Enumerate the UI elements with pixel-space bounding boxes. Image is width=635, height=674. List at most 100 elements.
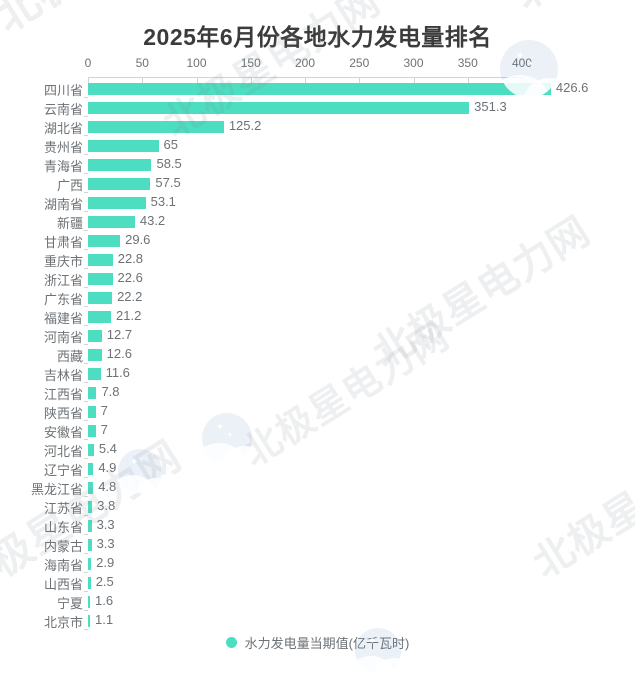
- bar[interactable]: [88, 558, 92, 570]
- bar-row[interactable]: 黑龙江省 4.8: [0, 478, 635, 497]
- bar[interactable]: [88, 349, 102, 361]
- bar[interactable]: [88, 254, 113, 266]
- bar-row[interactable]: 吉林省 11.6: [0, 364, 635, 383]
- category-label: 内蒙古: [43, 539, 83, 554]
- bar-row[interactable]: 重庆市 22.8: [0, 250, 635, 269]
- bar-row[interactable]: 贵州省 65: [0, 136, 635, 155]
- bar[interactable]: [88, 444, 94, 456]
- bar-row[interactable]: 宁夏 1.6: [0, 592, 635, 611]
- category-label: 河北省: [43, 444, 83, 459]
- bar[interactable]: [88, 330, 102, 342]
- bar-row[interactable]: 河南省 12.7: [0, 326, 635, 345]
- bar[interactable]: [88, 311, 111, 323]
- bar-row[interactable]: 江西省 7.8: [0, 383, 635, 402]
- x-axis-tick-label: 150: [240, 56, 261, 70]
- x-axis-tick-label: 250: [349, 56, 370, 70]
- category-label: 陕西省: [43, 406, 83, 421]
- bar-row[interactable]: 四川省 426.6: [0, 79, 635, 98]
- category-tick: [84, 553, 88, 554]
- bar[interactable]: [88, 406, 96, 418]
- category-tick: [84, 401, 88, 402]
- x-axis-tick-label: 300: [403, 56, 424, 70]
- x-axis-tick-label: 0: [84, 56, 92, 70]
- bar-row[interactable]: 甘肃省 29.6: [0, 231, 635, 250]
- bar[interactable]: [88, 273, 113, 285]
- bar-value-label: 3.8: [97, 498, 116, 513]
- category-tick: [84, 173, 88, 174]
- category-label: 江西省: [43, 387, 83, 402]
- bar-value-label: 7.8: [101, 384, 120, 399]
- category-label: 黑龙江省: [30, 482, 83, 497]
- bar[interactable]: [88, 596, 90, 608]
- bar-row[interactable]: 西藏 12.6: [0, 345, 635, 364]
- category-label: 海南省: [43, 558, 83, 573]
- bar-row[interactable]: 云南省 351.3: [0, 98, 635, 117]
- category-label: 江苏省: [43, 501, 83, 516]
- bar-row[interactable]: 山西省 2.5: [0, 573, 635, 592]
- bar[interactable]: [88, 368, 101, 380]
- bar-value-label: 29.6: [125, 232, 151, 247]
- bar[interactable]: [88, 539, 92, 551]
- bar[interactable]: [88, 159, 152, 171]
- bar[interactable]: [88, 178, 151, 190]
- bar[interactable]: [88, 520, 92, 532]
- bar[interactable]: [88, 83, 551, 95]
- bar-value-label: 22.6: [117, 270, 143, 285]
- bar-row[interactable]: 江苏省 3.8: [0, 497, 635, 516]
- bar-row[interactable]: 湖南省 53.1: [0, 193, 635, 212]
- bar-value-label: 65: [163, 137, 178, 152]
- bar[interactable]: [88, 235, 121, 247]
- category-tick: [84, 515, 88, 516]
- category-tick: [84, 420, 88, 421]
- bar-row[interactable]: 安徽省 7: [0, 421, 635, 440]
- bar-value-label: 2.9: [96, 555, 115, 570]
- x-axis-tick: [467, 78, 469, 83]
- bar[interactable]: [88, 501, 93, 513]
- category-tick: [84, 192, 88, 193]
- category-label: 宁夏: [56, 596, 83, 611]
- bar-row[interactable]: 福建省 21.2: [0, 307, 635, 326]
- bar[interactable]: [88, 425, 96, 437]
- bar[interactable]: [88, 216, 135, 228]
- bar-value-label: 1.1: [95, 612, 114, 627]
- bar-value-label: 7: [100, 403, 108, 418]
- bar[interactable]: [88, 615, 90, 627]
- x-axis-tick-label: 200: [294, 56, 316, 70]
- bar-row[interactable]: 湖北省 125.2: [0, 117, 635, 136]
- bar[interactable]: [88, 292, 113, 304]
- bar-row[interactable]: 广东省 22.2: [0, 288, 635, 307]
- bar-row[interactable]: 内蒙古 3.3: [0, 535, 635, 554]
- bar-row[interactable]: 辽宁省 4.9: [0, 459, 635, 478]
- bar[interactable]: [88, 482, 94, 494]
- bar-value-label: 3.3: [96, 536, 115, 551]
- bar-value-label: 12.6: [106, 346, 132, 361]
- category-label: 重庆市: [43, 254, 83, 269]
- category-tick: [84, 496, 88, 497]
- bar[interactable]: [88, 387, 97, 399]
- bar[interactable]: [88, 197, 146, 209]
- bar-row[interactable]: 新疆 43.2: [0, 212, 635, 231]
- bar-row[interactable]: 青海省 58.5: [0, 155, 635, 174]
- category-tick: [84, 439, 88, 440]
- bar[interactable]: [88, 577, 91, 589]
- bar[interactable]: [88, 121, 224, 133]
- bar[interactable]: [88, 463, 94, 475]
- bar-value-label: 5.4: [98, 441, 117, 456]
- bar-row[interactable]: 北京市 1.1: [0, 611, 635, 630]
- bar-row[interactable]: 山东省 3.3: [0, 516, 635, 535]
- bar-row[interactable]: 河北省 5.4: [0, 440, 635, 459]
- bar-value-label: 2.5: [95, 574, 114, 589]
- bar[interactable]: [88, 140, 159, 152]
- category-label: 新疆: [56, 216, 83, 231]
- category-label: 广西: [56, 178, 83, 193]
- category-tick: [84, 629, 88, 630]
- category-tick: [84, 382, 88, 383]
- bar[interactable]: [88, 102, 470, 114]
- bar-row[interactable]: 海南省 2.9: [0, 554, 635, 573]
- bar-row[interactable]: 陕西省 7: [0, 402, 635, 421]
- bar-row[interactable]: 浙江省 22.6: [0, 269, 635, 288]
- bar-row[interactable]: 广西 57.5: [0, 174, 635, 193]
- category-tick: [84, 211, 88, 212]
- chart-legend[interactable]: 水力发电量当期值(亿千瓦时): [0, 633, 635, 652]
